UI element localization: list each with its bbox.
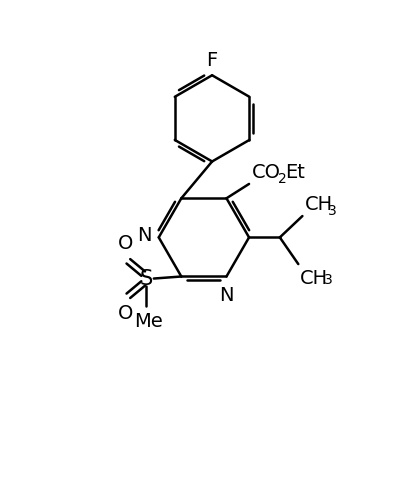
Text: 2: 2 (278, 172, 287, 186)
Text: CH: CH (305, 195, 332, 214)
Text: O: O (117, 304, 133, 324)
Text: 3: 3 (324, 273, 332, 287)
Text: 3: 3 (328, 204, 337, 218)
Text: CH: CH (300, 269, 329, 288)
Text: S: S (140, 269, 153, 288)
Text: Me: Me (134, 312, 163, 331)
Text: F: F (206, 51, 218, 71)
Text: O: O (117, 234, 133, 253)
Text: N: N (219, 285, 234, 304)
Text: CO: CO (253, 163, 281, 182)
Text: N: N (137, 226, 151, 245)
Text: Et: Et (285, 163, 305, 182)
